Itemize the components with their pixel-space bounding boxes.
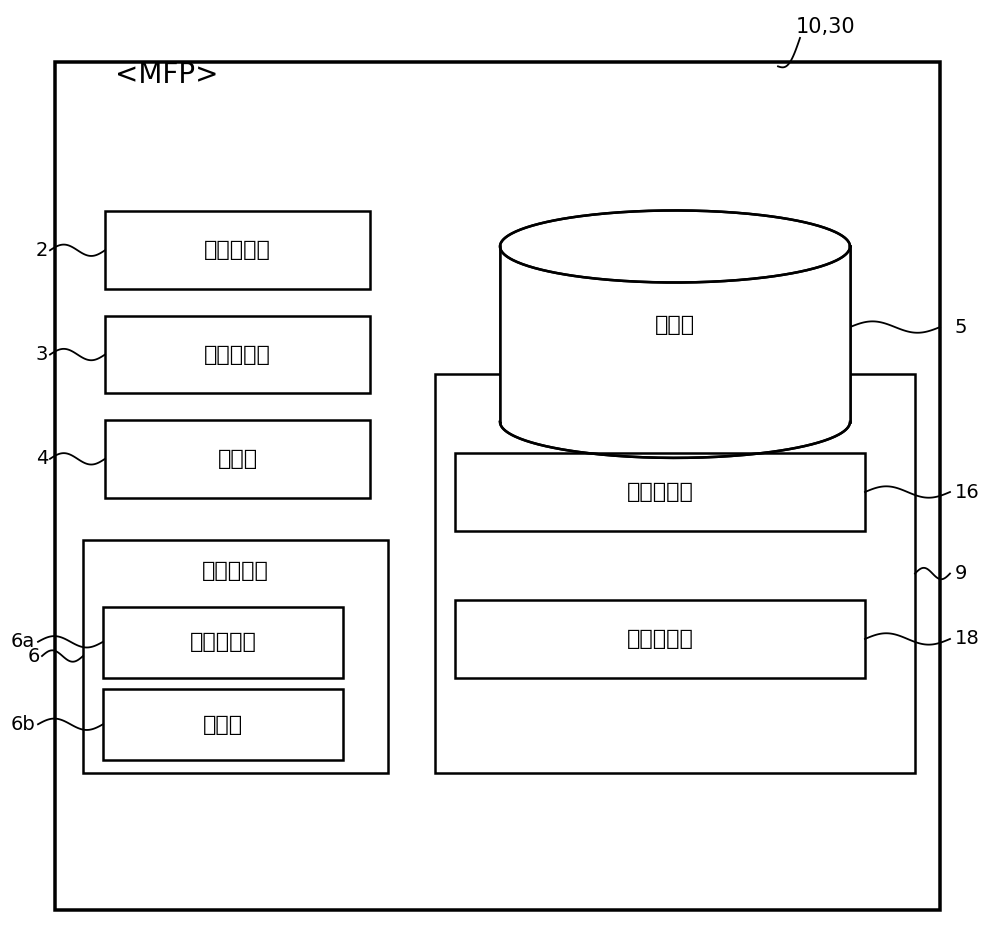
Bar [455,453,865,531]
Text: 动作控制部: 动作控制部 [627,482,693,502]
Bar [500,246,850,422]
Text: <MFP>: <MFP> [115,61,218,89]
Text: 6b: 6b [10,715,35,734]
Text: 网关处理部: 网关处理部 [627,629,693,649]
Text: 3: 3 [36,345,48,364]
Text: 储存部: 储存部 [655,315,695,335]
Bar [103,689,343,760]
Bar [83,540,388,773]
Text: 9: 9 [955,564,967,583]
Text: 控制器: 控制器 [655,395,695,415]
Bar [105,420,370,498]
Text: 通信部: 通信部 [217,448,258,469]
Text: 图像读取部: 图像读取部 [204,240,271,261]
Bar [455,600,865,678]
Text: 10,30: 10,30 [795,16,855,37]
Text: 6: 6 [28,647,40,665]
Text: 18: 18 [955,629,980,648]
Text: 16: 16 [955,483,980,501]
Text: 4: 4 [36,449,48,468]
Text: 输入输出部: 输入输出部 [202,561,269,581]
Text: 2: 2 [36,241,48,260]
Bar [105,211,370,289]
Text: 6a: 6a [11,632,35,651]
Text: 显示部: 显示部 [203,715,243,735]
Text: 操作输入部: 操作输入部 [190,632,256,652]
Bar [435,374,915,773]
Bar [103,607,343,678]
Ellipse shape [500,210,850,283]
Text: 5: 5 [955,318,968,337]
Bar [105,316,370,393]
Text: 印刷输出部: 印刷输出部 [204,344,271,365]
Bar [55,62,940,910]
